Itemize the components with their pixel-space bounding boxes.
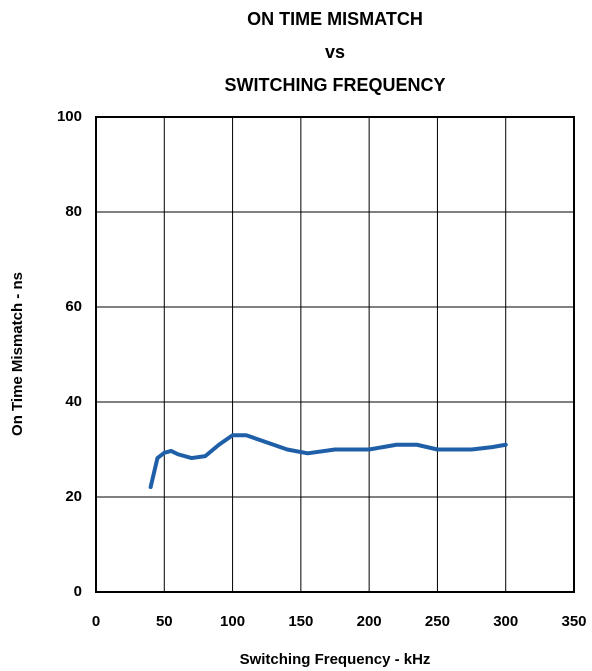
x-tick-label: 300: [493, 613, 518, 630]
data-line: [148, 433, 508, 490]
y-tick-label: 0: [74, 583, 82, 600]
x-tick-label: 200: [357, 613, 382, 630]
y-tick-label: 20: [65, 488, 82, 505]
chart-title: vs: [325, 42, 345, 62]
x-tick-label: 350: [561, 613, 586, 630]
y-tick-label: 80: [65, 203, 82, 220]
chart-title: ON TIME MISMATCH: [247, 9, 423, 29]
x-tick-label: 100: [220, 613, 245, 630]
x-axis-label: Switching Frequency - kHz: [240, 651, 431, 668]
y-tick-label: 40: [65, 393, 82, 410]
x-tick-label: 150: [288, 613, 313, 630]
plot-frame: [95, 116, 575, 593]
x-tick-label: 250: [425, 613, 450, 630]
y-axis-label: On Time Mismatch - ns: [9, 272, 26, 436]
y-tick-label: 60: [65, 298, 82, 315]
chart-title: SWITCHING FREQUENCY: [224, 75, 445, 95]
x-tick-label: 50: [156, 613, 173, 630]
x-tick-label: 0: [92, 613, 100, 630]
y-tick-label: 100: [57, 108, 82, 125]
